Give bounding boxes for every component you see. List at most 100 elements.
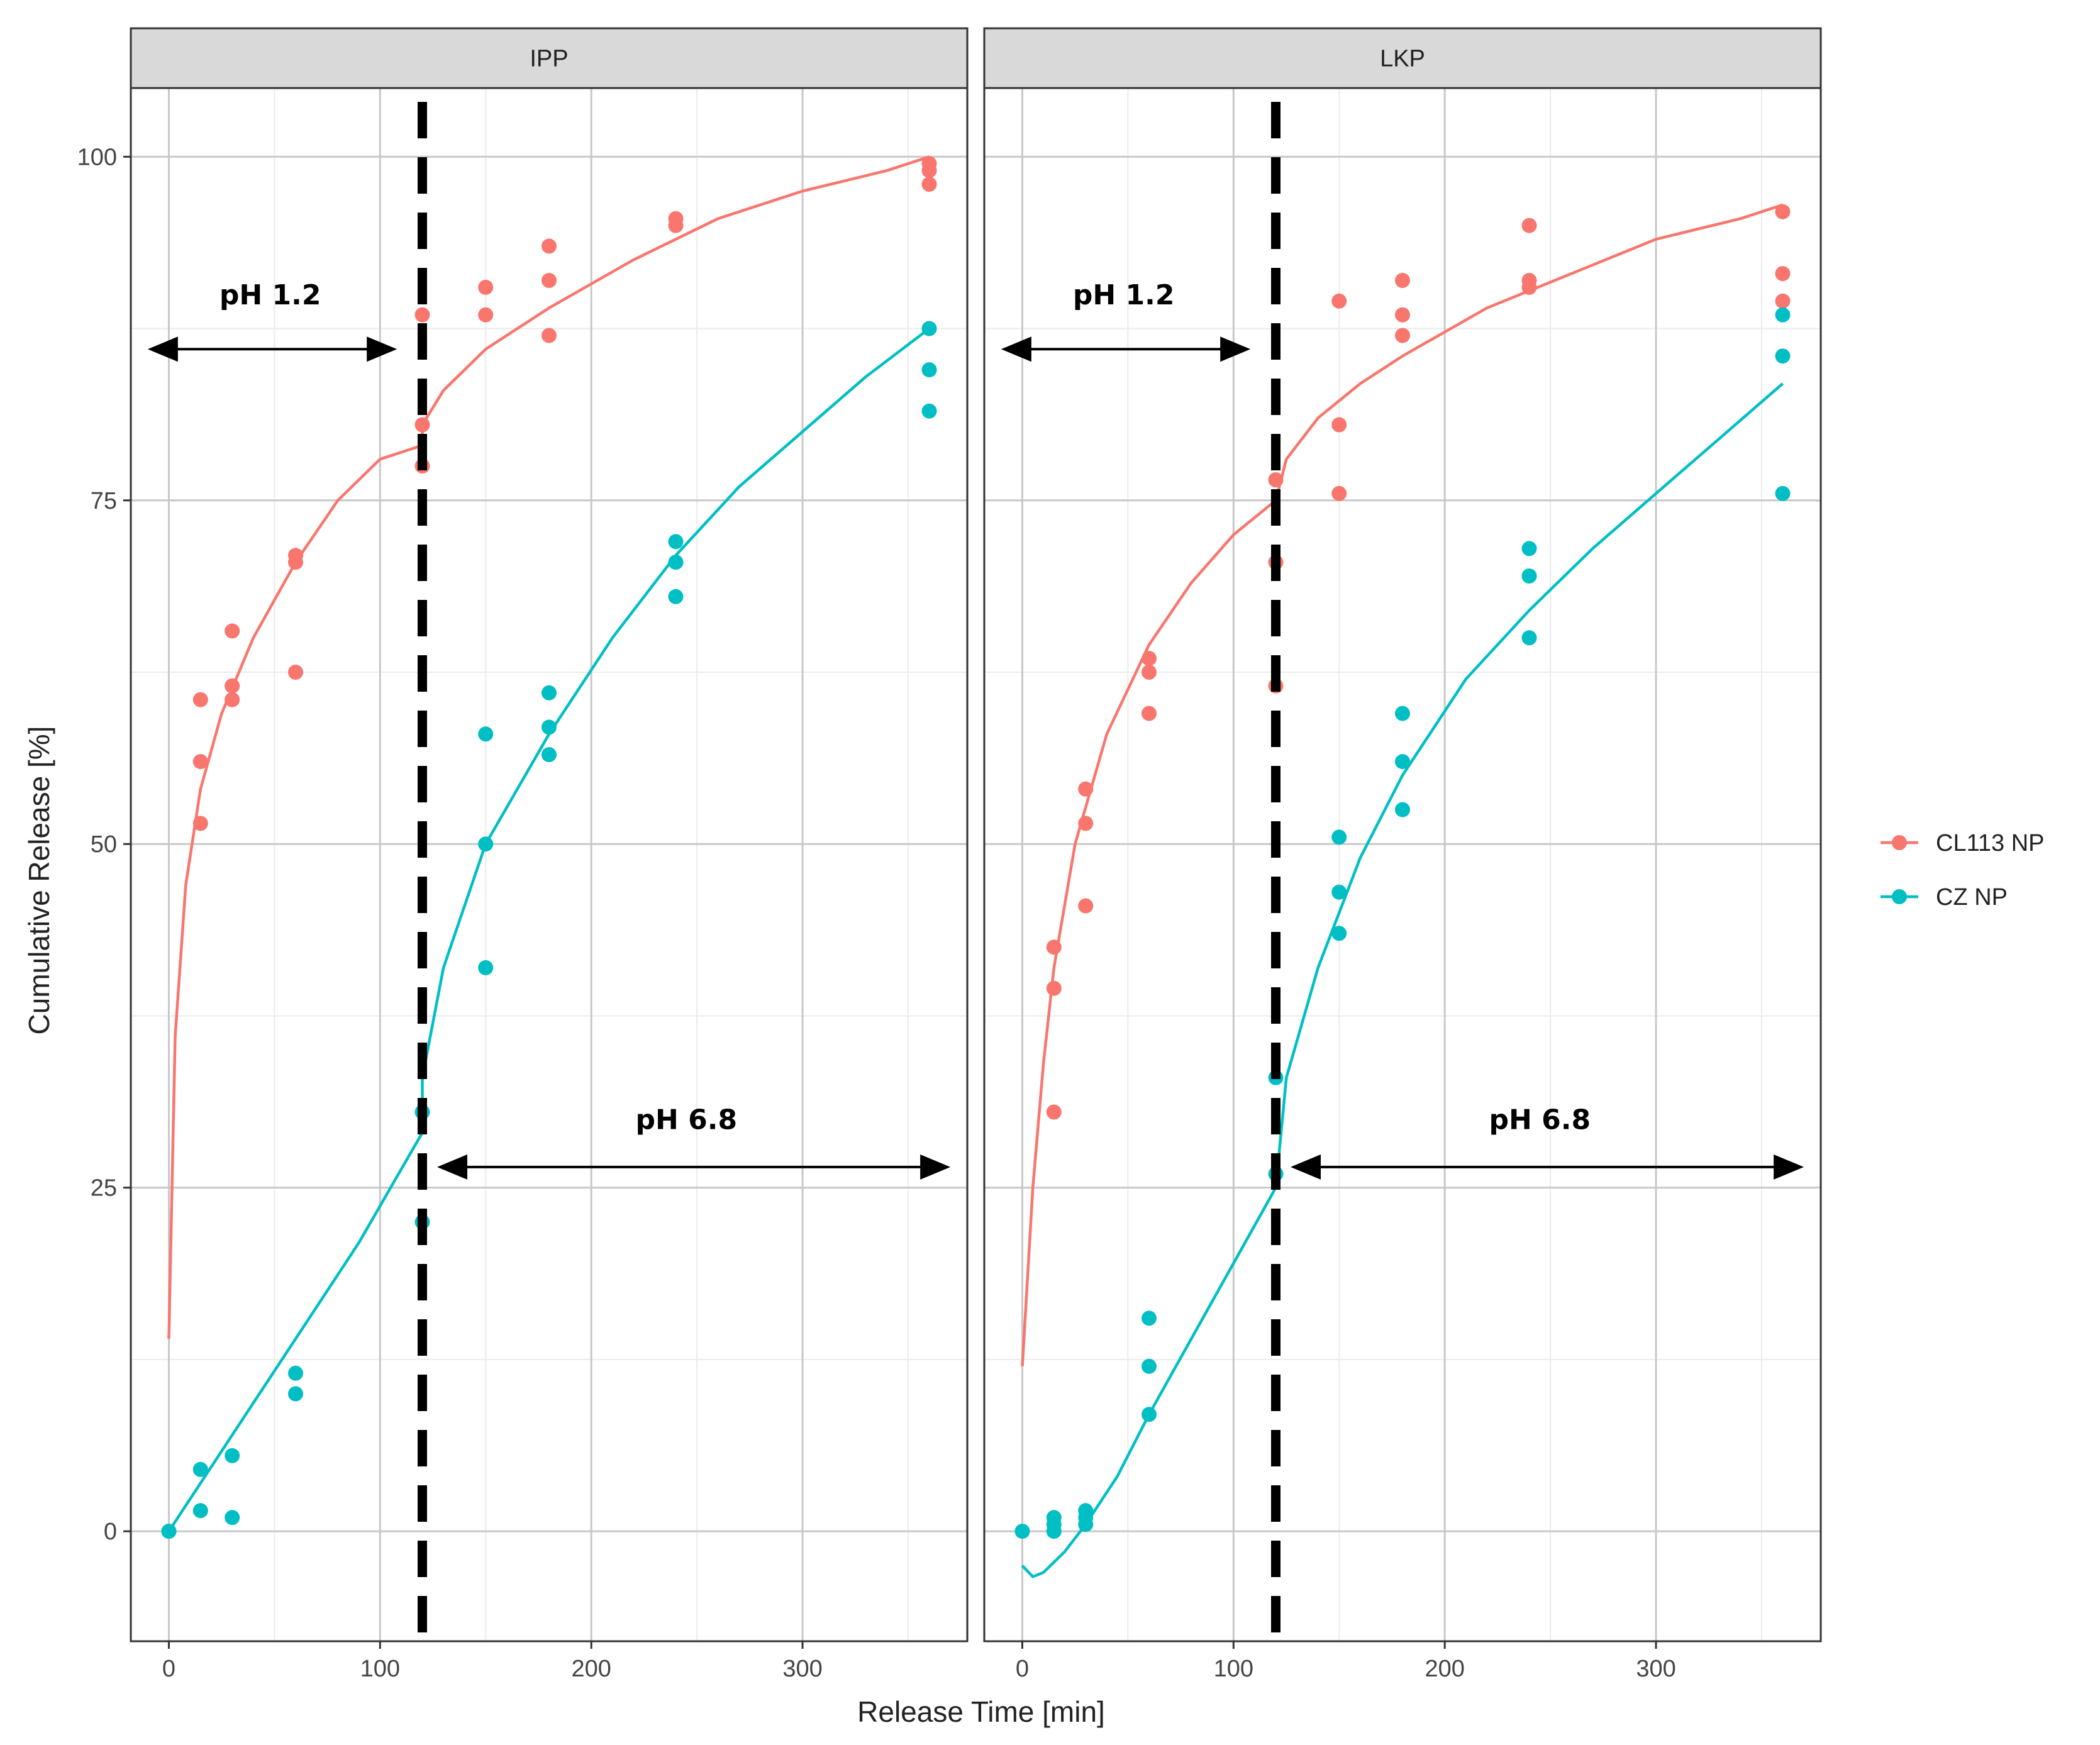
data-point: [1395, 273, 1410, 288]
data-point: [1775, 307, 1791, 323]
panel-background: [984, 88, 1821, 1641]
data-point: [192, 816, 208, 831]
panel-border: [983, 87, 1822, 1643]
data-point: [542, 685, 557, 701]
arrowhead-left: [1290, 1154, 1321, 1180]
data-point: [1142, 651, 1157, 667]
data-point: [542, 273, 557, 288]
panel-ipp: IPP pH 1.2 pH 6.8 0 100 200 300 0 25 50 75 100: [77, 27, 969, 1682]
panel-background: [131, 88, 967, 1641]
data-point: [478, 960, 494, 975]
data-point: [921, 403, 937, 419]
data-point: [225, 678, 240, 694]
data-point: [542, 747, 557, 763]
data-point: [478, 279, 494, 295]
panel-border: [130, 87, 969, 1643]
data-point: [1775, 485, 1791, 501]
data-point: [1331, 293, 1347, 309]
data-point: [1521, 541, 1537, 557]
arrowhead-right: [920, 1154, 951, 1180]
data-point: [478, 307, 494, 323]
data-point: [1521, 630, 1537, 646]
data-point: [1078, 816, 1094, 831]
data-point: [1331, 417, 1347, 433]
data-point: [478, 836, 494, 852]
data-point: [542, 328, 557, 343]
arrowhead-left: [1001, 336, 1031, 362]
data-point: [668, 555, 684, 570]
data-point: [1078, 898, 1094, 914]
data-point: [1142, 665, 1157, 680]
annotation-label: pH 1.2: [219, 279, 321, 311]
data-point: [1046, 1524, 1062, 1539]
data-point: [192, 692, 208, 707]
facet-panels: IPP pH 1.2 pH 6.8 0 100 200 300 0 25 50 75 100 LKP pH…: [77, 27, 1822, 1682]
data-point: [668, 218, 684, 233]
panel-lkp: LKP pH 1.2 pH 6.8 0 100 200 300: [983, 27, 1822, 1682]
data-point: [668, 589, 684, 604]
annotation-label: pH 1.2: [1073, 279, 1175, 311]
data-point: [1046, 980, 1062, 996]
y-axis-title: Cumulative Release [%]: [23, 726, 55, 1035]
y-tick-label: 25: [91, 1175, 117, 1202]
data-point: [161, 1524, 177, 1539]
data-point: [1521, 218, 1537, 233]
y-tick-label: 0: [104, 1519, 117, 1545]
fit-line: [1021, 382, 1784, 1578]
x-tick-label: 0: [1016, 1656, 1029, 1682]
data-point: [1268, 472, 1284, 487]
x-tick-label: 200: [1425, 1656, 1464, 1682]
annotation-label: pH 6.8: [1489, 1104, 1591, 1136]
data-point: [288, 665, 303, 680]
data-point: [1331, 829, 1347, 845]
data-point: [1142, 706, 1157, 721]
x-tick-label: 200: [571, 1656, 611, 1682]
data-point: [1395, 307, 1410, 323]
x-tick-label: 100: [360, 1656, 400, 1682]
data-point: [192, 754, 208, 770]
data-point: [1775, 348, 1791, 364]
data-point: [1078, 1517, 1094, 1532]
data-point: [1078, 781, 1094, 797]
data-point: [1014, 1524, 1030, 1539]
data-point: [921, 321, 937, 336]
y-tick-label: 50: [91, 831, 117, 858]
data-point: [1331, 485, 1347, 501]
data-point: [1775, 266, 1791, 282]
data-point: [1142, 1407, 1157, 1422]
data-point: [225, 1510, 240, 1526]
x-tick-label: 100: [1214, 1656, 1253, 1682]
annotation-label: pH 6.8: [636, 1104, 738, 1136]
data-point: [1046, 1104, 1062, 1120]
data-point: [1395, 802, 1410, 817]
legend: CL113 NP CZ NP: [1881, 830, 2045, 911]
arrowhead-left: [436, 1154, 467, 1180]
data-point: [921, 163, 937, 179]
data-point: [1775, 293, 1791, 309]
data-point: [1331, 926, 1347, 941]
data-point: [1395, 754, 1410, 770]
data-point: [288, 555, 303, 570]
data-point: [288, 1365, 303, 1381]
data-point: [1142, 1310, 1157, 1326]
data-point: [1521, 279, 1537, 295]
legend-key-point: [1892, 835, 1907, 850]
x-tick-label: 300: [782, 1656, 822, 1682]
facet-strip-label: LKP: [1380, 46, 1425, 72]
x-tick-label: 300: [1636, 1656, 1675, 1682]
data-point: [542, 238, 557, 254]
data-point: [1331, 884, 1347, 900]
legend-label: CL113 NP: [1936, 830, 2045, 856]
data-point: [225, 692, 240, 707]
data-point: [414, 307, 430, 323]
data-point: [1775, 204, 1791, 219]
data-point: [1395, 706, 1410, 721]
y-tick-label: 75: [91, 488, 117, 514]
legend-key-point: [1892, 889, 1907, 904]
arrowhead-right: [1774, 1154, 1804, 1180]
y-tick-label: 100: [77, 144, 117, 170]
data-point: [288, 1386, 303, 1402]
x-axis-title: Release Time [min]: [857, 1695, 1105, 1728]
arrowhead-left: [147, 336, 178, 362]
data-point: [1046, 939, 1062, 955]
